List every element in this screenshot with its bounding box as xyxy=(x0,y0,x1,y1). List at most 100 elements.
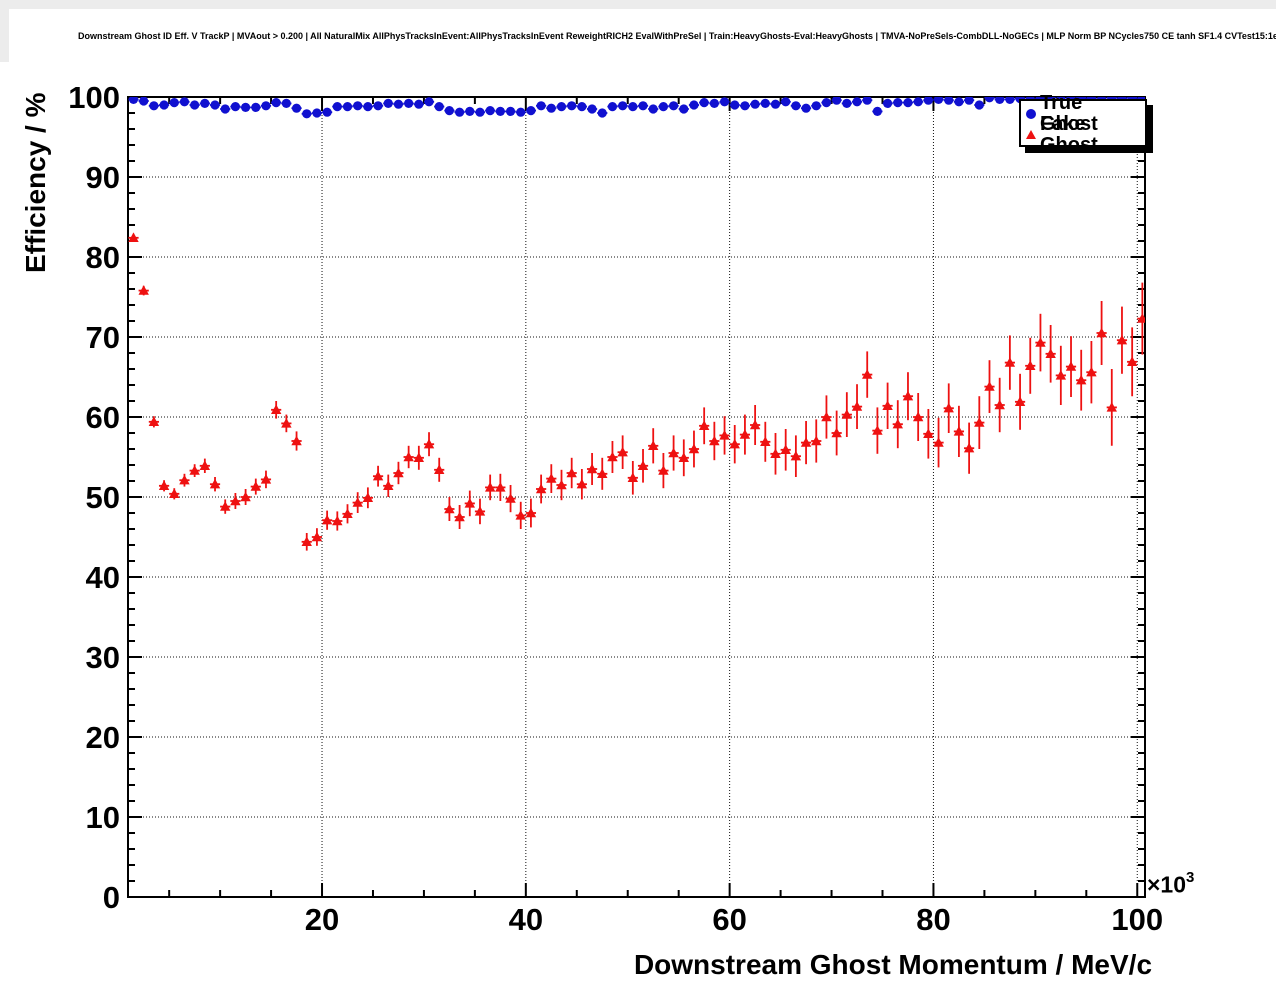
fake-ghost-point xyxy=(566,467,577,478)
fake-ghost-point xyxy=(709,435,720,446)
y-tick-label: 20 xyxy=(86,720,120,755)
fake-ghost-point xyxy=(250,481,261,491)
y-tick-label: 60 xyxy=(86,400,120,435)
legend-label-fake-ghost: Fake Ghost xyxy=(1040,112,1098,156)
fake-ghost-point xyxy=(1045,348,1056,358)
canvas-edge-artifact-top xyxy=(0,0,1276,9)
true-ghost-point xyxy=(1005,97,1015,104)
fake-ghost-point xyxy=(474,506,486,516)
true-ghost-point xyxy=(404,98,414,108)
fake-ghost-point xyxy=(301,536,312,546)
fake-ghost-point xyxy=(1126,356,1138,366)
fake-ghost-point xyxy=(179,474,190,485)
true-ghost-point xyxy=(628,102,638,112)
fake-ghost-point xyxy=(627,472,639,482)
plot-title: Downstream Ghost ID Eff. V TrackP | MVAo… xyxy=(78,31,1276,41)
fake-ghost-point xyxy=(525,507,537,518)
fake-ghost-point xyxy=(342,508,353,518)
fake-ghost-point xyxy=(943,402,954,413)
fake-ghost-point xyxy=(505,493,516,503)
true-ghost-point xyxy=(709,98,719,108)
fake-ghost-point xyxy=(1004,357,1016,367)
true-ghost-point xyxy=(240,102,251,112)
true-ghost-point xyxy=(312,108,322,118)
fake-ghost-point xyxy=(902,390,914,401)
fake-ghost-point xyxy=(230,495,241,506)
y-tick-label: 0 xyxy=(103,880,120,915)
fake-ghost-point xyxy=(321,514,333,525)
true-ghost-point xyxy=(893,98,903,108)
fake-ghost-point xyxy=(209,478,221,489)
y-tick-label: 80 xyxy=(86,240,120,275)
fake-ghost-point xyxy=(586,463,598,474)
true-ghost-point xyxy=(944,97,954,105)
fake-ghost-point xyxy=(841,409,853,419)
true-ghost-point xyxy=(373,101,383,111)
true-ghost-point xyxy=(454,107,465,117)
legend-entry-fake-ghost: Fake Ghost xyxy=(1026,113,1145,155)
fake-ghost-point xyxy=(607,451,618,462)
x-axis-multiplier: ×103 xyxy=(1147,869,1194,899)
fake-ghost-point xyxy=(454,511,465,522)
fake-ghost-marker-icon xyxy=(1026,130,1036,139)
fake-ghost-point xyxy=(953,426,965,436)
true-ghost-marker-icon xyxy=(1026,108,1036,119)
fake-ghost-point xyxy=(291,435,302,446)
true-ghost-point xyxy=(852,97,862,107)
true-ghost-point xyxy=(128,97,139,104)
legend-label-true-ghost: True Ghost xyxy=(1040,91,1098,135)
true-ghost-point xyxy=(648,104,658,114)
true-ghost-point xyxy=(842,98,852,108)
true-ghost-point xyxy=(618,101,628,111)
fake-ghost-point xyxy=(698,420,710,430)
fake-ghost-point xyxy=(984,381,995,391)
true-ghost-point xyxy=(832,97,842,105)
gridlines xyxy=(128,97,1145,897)
fake-ghost-point xyxy=(138,285,149,295)
true-ghost-point xyxy=(169,98,179,108)
true-ghost-point xyxy=(179,97,190,107)
fake-ghost-point xyxy=(158,480,170,490)
fake-ghost-point xyxy=(1035,337,1046,347)
fake-ghost-point xyxy=(597,468,608,478)
x-tick-label: 40 xyxy=(509,902,543,937)
fake-ghost-point xyxy=(892,418,903,429)
true-ghost-point xyxy=(526,106,536,116)
fake-ghost-point xyxy=(444,503,455,514)
x-tick-labels: 20 40 60 80 100 xyxy=(305,902,1163,937)
fake-ghost-point xyxy=(576,478,588,489)
fake-ghost-point xyxy=(637,460,649,470)
fake-ghost-point xyxy=(912,411,924,422)
true-ghost-point xyxy=(995,97,1005,104)
true-ghost-point xyxy=(220,104,230,114)
fake-ghost-point xyxy=(1055,370,1067,380)
true-ghost-point xyxy=(546,103,556,113)
true-ghost-point xyxy=(363,102,373,112)
fake-ghost-point xyxy=(994,399,1005,410)
true-ghost-point xyxy=(760,98,770,108)
true-ghost-point xyxy=(516,107,526,117)
true-ghost-point xyxy=(913,97,923,107)
true-ghost-point xyxy=(770,99,781,109)
fake-ghost-point xyxy=(739,429,751,439)
fake-ghost-point xyxy=(535,483,547,494)
fake-ghost-point xyxy=(974,417,985,427)
legend-entry-true-ghost: True Ghost xyxy=(1026,92,1145,134)
true-ghost-point xyxy=(465,106,475,116)
fake-ghost-point xyxy=(362,492,374,502)
fake-ghost-point xyxy=(332,515,343,526)
true-ghost-point xyxy=(342,102,353,112)
fake-ghost-point xyxy=(372,470,384,481)
fake-ghost-point xyxy=(1086,366,1097,377)
fake-ghost-point xyxy=(423,438,435,449)
true-ghost-point xyxy=(393,99,404,109)
true-ghost-point xyxy=(964,97,974,105)
fake-ghost-point xyxy=(1025,360,1036,370)
fake-ghost-point xyxy=(281,418,292,428)
fake-ghost-point xyxy=(1076,374,1087,385)
true-ghost-point xyxy=(261,101,271,111)
true-ghost-point xyxy=(424,97,434,107)
fake-ghost-point xyxy=(963,442,975,453)
fake-ghost-point xyxy=(311,531,323,542)
